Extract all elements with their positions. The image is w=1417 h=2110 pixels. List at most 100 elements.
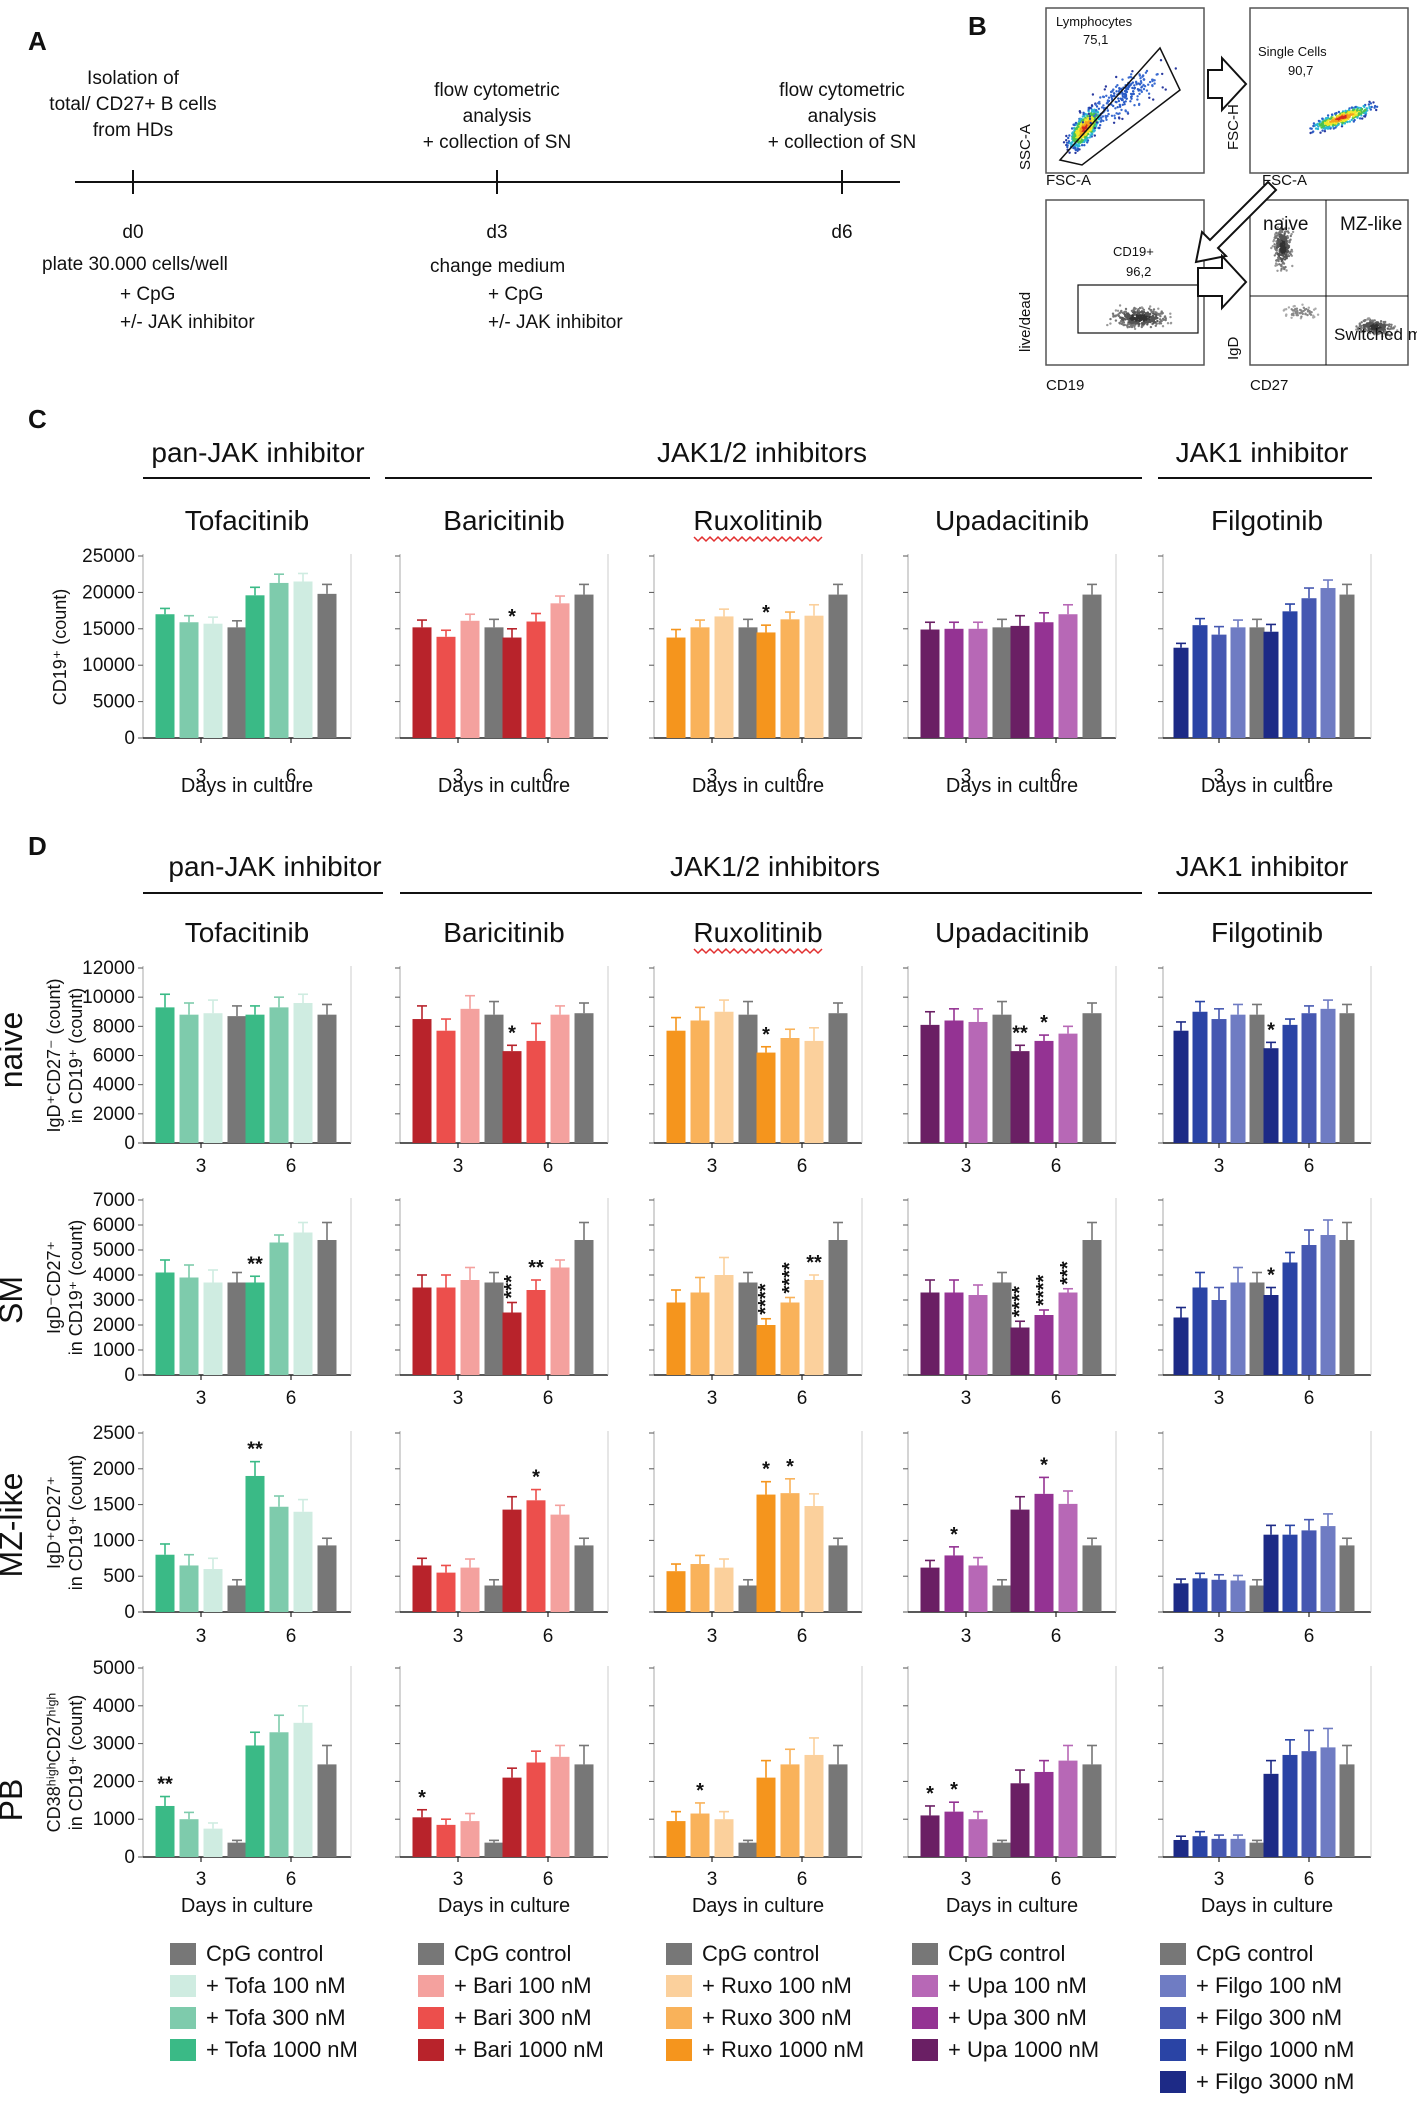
- flow-event-dot: [1370, 322, 1374, 325]
- bar: [1211, 634, 1227, 738]
- drug-title: Filgotinib: [1211, 505, 1323, 536]
- flow-event-dot: [1350, 118, 1354, 122]
- flow-event-dot: [1118, 304, 1122, 307]
- bar: [1282, 611, 1298, 738]
- flow-event-dot: [1119, 316, 1122, 319]
- panel-a-label: A: [28, 26, 47, 56]
- bar: [1282, 1024, 1298, 1143]
- bar: [756, 632, 776, 738]
- flow-event-dot: [1287, 306, 1291, 309]
- flow-event-dot: [1141, 317, 1145, 321]
- significance-mark: *: [762, 602, 770, 624]
- flow-event-dot: [1119, 97, 1123, 100]
- flow-event-dot: [1371, 325, 1375, 329]
- y-tick-label: 5000: [93, 692, 135, 713]
- flow-event-dot: [1089, 121, 1092, 125]
- y-tick-label: 0: [124, 1133, 135, 1154]
- spellcheck-underline: [693, 535, 823, 543]
- flow-event-dot: [1158, 322, 1161, 325]
- flow-event-dot: [1277, 256, 1280, 259]
- day-label-d3: d3: [486, 222, 507, 243]
- flow-event-dot: [1156, 319, 1159, 323]
- flow-event-dot: [1349, 110, 1352, 114]
- flow-event-dot: [1114, 107, 1117, 110]
- flow-event-dot: [1096, 111, 1100, 114]
- bar: [502, 637, 522, 738]
- bar: [804, 1040, 824, 1143]
- drug-title: Ruxolitinib: [693, 505, 822, 536]
- x-tick-label: 6: [543, 1388, 554, 1409]
- flow-event-dot: [1123, 103, 1126, 106]
- bar: [780, 1038, 800, 1143]
- flow-event-dot: [1068, 134, 1071, 137]
- bar: [155, 1272, 175, 1375]
- flow-event-dot: [1302, 309, 1305, 313]
- flow-event-dot: [1317, 125, 1320, 128]
- flow-event-dot: [1382, 323, 1385, 326]
- flow-event-dot: [1363, 115, 1367, 118]
- bar: [1192, 1287, 1208, 1375]
- y-tick-label: 15000: [82, 619, 135, 640]
- x-axis-title: Days in culture: [692, 1895, 824, 1917]
- bar: [992, 1014, 1012, 1143]
- flow-event-dot: [1289, 250, 1292, 253]
- flow-event-dot: [1274, 264, 1277, 267]
- flow-event-dot: [1076, 135, 1079, 138]
- significance-mark: ***: [501, 1275, 523, 1299]
- flow-event-dot: [1379, 322, 1383, 325]
- d0-below-2: + CpG: [120, 284, 175, 305]
- flow-event-dot: [1161, 325, 1165, 328]
- significance-mark: ****: [779, 1262, 801, 1293]
- flow-event-dot: [1105, 118, 1108, 122]
- bar: [269, 1242, 289, 1375]
- legend-label: + Bari 300 nM: [454, 2005, 592, 2030]
- significance-mark: *: [1040, 1454, 1048, 1476]
- bar: [1010, 1783, 1030, 1857]
- flow-event-dot: [1099, 116, 1103, 120]
- bar: [920, 1815, 940, 1857]
- bar: [317, 1545, 337, 1612]
- flow-event-dot: [1084, 121, 1088, 124]
- significance-mark: *: [762, 1024, 770, 1046]
- spellcheck-underline: [693, 947, 823, 955]
- x-tick-label: 6: [1304, 1388, 1315, 1409]
- flow-event-dot: [1100, 119, 1103, 122]
- bar: [666, 637, 686, 738]
- flow-event-dot: [1072, 136, 1075, 140]
- y-tick-label: 3000: [93, 1290, 135, 1311]
- panel-c-label: C: [28, 404, 47, 434]
- bar: [828, 1240, 848, 1375]
- x-axis-label: FSC-A: [1262, 172, 1307, 189]
- bar: [460, 1821, 480, 1857]
- d0-above-1: Isolation of: [87, 68, 180, 89]
- legend-swatch: [912, 1943, 938, 1965]
- flow-event-dot: [1373, 106, 1376, 109]
- drug-title: Upadacitinib: [935, 917, 1089, 948]
- bar: [1010, 1509, 1030, 1612]
- flow-event-dot: [1130, 97, 1133, 100]
- legend-swatch: [912, 2007, 938, 2029]
- y-tick-label: 10000: [82, 987, 135, 1008]
- bar: [1320, 1526, 1336, 1612]
- bar: [1282, 1534, 1298, 1612]
- x-tick-label: 3: [196, 1626, 207, 1647]
- bar: [1249, 1014, 1265, 1143]
- bar: [1211, 1019, 1227, 1143]
- flow-event-dot: [1279, 236, 1283, 240]
- y-tick-label: 1000: [93, 1530, 135, 1551]
- flow-event-dot: [1116, 84, 1119, 87]
- flow-event-dot: [1375, 329, 1378, 332]
- flow-event-dot: [1077, 141, 1080, 144]
- flow-event-dot: [1320, 126, 1323, 129]
- flow-event-dot: [1277, 252, 1281, 255]
- flow-event-dot: [1111, 89, 1114, 93]
- bar: [1211, 1579, 1227, 1612]
- flow-event-dot: [1082, 118, 1085, 122]
- flow-event-dot: [1343, 122, 1347, 125]
- flow-event-dot: [1275, 231, 1278, 234]
- flow-event-dot: [1145, 89, 1149, 92]
- flow-event-dot: [1319, 131, 1322, 134]
- flow-event-dot: [1275, 249, 1278, 252]
- quadrant-label: naive: [1263, 214, 1308, 235]
- flow-event-dot: [1169, 322, 1173, 325]
